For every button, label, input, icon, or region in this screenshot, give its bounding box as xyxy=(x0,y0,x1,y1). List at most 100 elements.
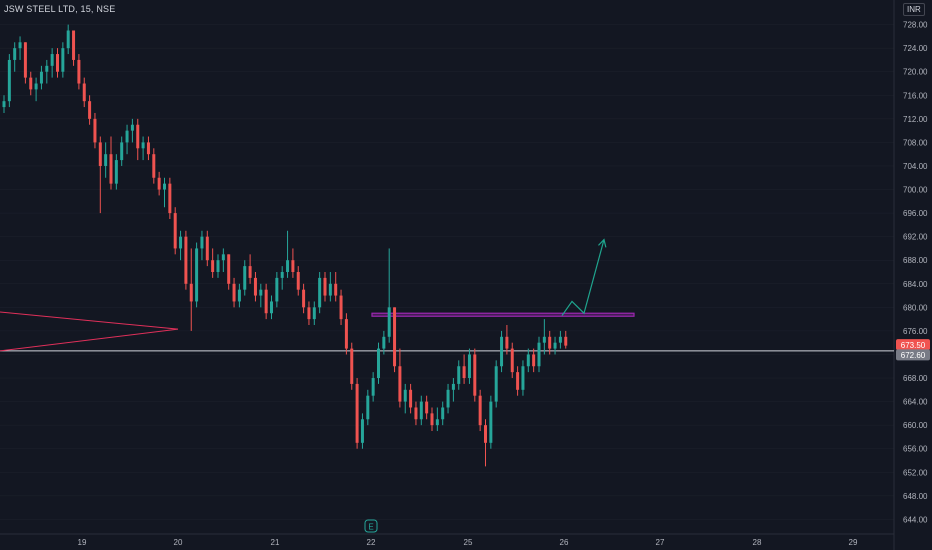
trendline-lower[interactable] xyxy=(0,328,179,352)
candle-body xyxy=(189,283,193,302)
candle-body xyxy=(478,395,482,426)
candle xyxy=(537,336,541,373)
candle xyxy=(23,42,27,84)
candle-body xyxy=(355,383,359,443)
price-tick-label: 716.00 xyxy=(903,91,928,100)
candle xyxy=(366,389,370,426)
candle-body xyxy=(130,124,134,131)
candle-body xyxy=(66,30,70,49)
currency-badge[interactable]: INR xyxy=(903,3,925,16)
candle xyxy=(157,171,161,196)
candle-body xyxy=(45,65,49,72)
price-tick-label: 656.00 xyxy=(903,445,928,454)
candle xyxy=(409,383,413,414)
price-tick-label: 688.00 xyxy=(903,256,928,265)
candle-body xyxy=(500,336,504,367)
candle xyxy=(66,24,70,55)
candle-body xyxy=(18,42,22,49)
candle-body xyxy=(146,142,150,155)
candle xyxy=(88,95,92,125)
candle xyxy=(457,360,461,390)
price-tick-label: 696.00 xyxy=(903,209,928,218)
candle-body xyxy=(29,77,33,90)
candle-body xyxy=(553,342,557,349)
arrow-head xyxy=(598,238,607,248)
candle xyxy=(521,360,525,396)
candle xyxy=(473,348,477,402)
triangle-trendlines[interactable] xyxy=(0,311,179,352)
candle xyxy=(403,383,407,414)
projection-arrow[interactable] xyxy=(561,238,607,316)
candle-body xyxy=(371,378,375,396)
candle xyxy=(168,177,172,219)
candle xyxy=(45,59,49,84)
candle-body xyxy=(195,248,199,302)
candle xyxy=(243,260,247,296)
projection-path[interactable] xyxy=(561,239,605,316)
time-axis[interactable]: 19 20 21 22 25 26 27 28 29 xyxy=(78,538,858,547)
candle xyxy=(237,283,241,308)
candle xyxy=(136,118,140,161)
candle xyxy=(558,330,562,349)
candle-body xyxy=(13,48,17,60)
price-tick-label: 720.00 xyxy=(903,68,928,77)
candle-body xyxy=(200,236,204,249)
candle-body xyxy=(409,389,413,408)
candle xyxy=(451,378,455,402)
candle xyxy=(489,395,493,449)
last-price-label: 673.50 xyxy=(896,339,930,351)
candle-body xyxy=(34,83,38,90)
candle xyxy=(355,378,359,449)
price-axis[interactable]: 644.00 648.00 652.00 656.00 660.00 664.00 668.… xyxy=(903,21,928,525)
candle xyxy=(152,148,156,184)
candle-body xyxy=(323,277,327,296)
time-tick-label: 19 xyxy=(78,538,87,547)
candle xyxy=(253,272,257,302)
candle-body xyxy=(312,307,316,320)
price-tick-label: 660.00 xyxy=(903,421,928,430)
candle xyxy=(323,272,327,302)
time-tick-label: 29 xyxy=(849,538,858,547)
candle-body xyxy=(494,366,498,402)
candle xyxy=(120,136,124,166)
candle xyxy=(211,248,215,278)
candle-body xyxy=(360,419,364,443)
earnings-marker[interactable]: E xyxy=(364,519,378,533)
candle-body xyxy=(227,254,231,284)
candle xyxy=(334,272,338,302)
candle-body xyxy=(39,71,43,84)
candle-body xyxy=(446,389,450,408)
candle xyxy=(216,254,220,278)
candle-body xyxy=(403,389,407,402)
candles xyxy=(2,24,568,467)
candle xyxy=(259,283,263,308)
candle-body xyxy=(120,142,124,161)
candle xyxy=(163,177,166,208)
candle-body xyxy=(462,366,466,379)
candle xyxy=(302,283,306,314)
candle xyxy=(494,360,498,408)
candle xyxy=(179,230,183,261)
resistance-zone[interactable] xyxy=(371,312,635,317)
price-tick-label: 708.00 xyxy=(903,138,928,147)
candle-body xyxy=(473,354,477,396)
candle xyxy=(516,366,520,396)
candle xyxy=(377,342,380,384)
candle xyxy=(7,54,11,108)
candle-body xyxy=(163,183,166,190)
candle-body xyxy=(72,30,76,60)
candle xyxy=(232,277,236,308)
price-tick-label: 644.00 xyxy=(903,515,928,524)
trendline-upper[interactable] xyxy=(0,311,179,330)
candle xyxy=(61,42,65,78)
candle-body xyxy=(564,336,568,346)
candle xyxy=(425,395,429,420)
candle xyxy=(248,254,252,284)
candle xyxy=(125,124,129,155)
candle-body xyxy=(114,160,118,184)
candle xyxy=(505,325,509,355)
candle-body xyxy=(328,283,332,296)
symbol-title[interactable]: JSW STEEL LTD, 15, NSE xyxy=(4,4,116,14)
candle-body xyxy=(109,154,113,184)
